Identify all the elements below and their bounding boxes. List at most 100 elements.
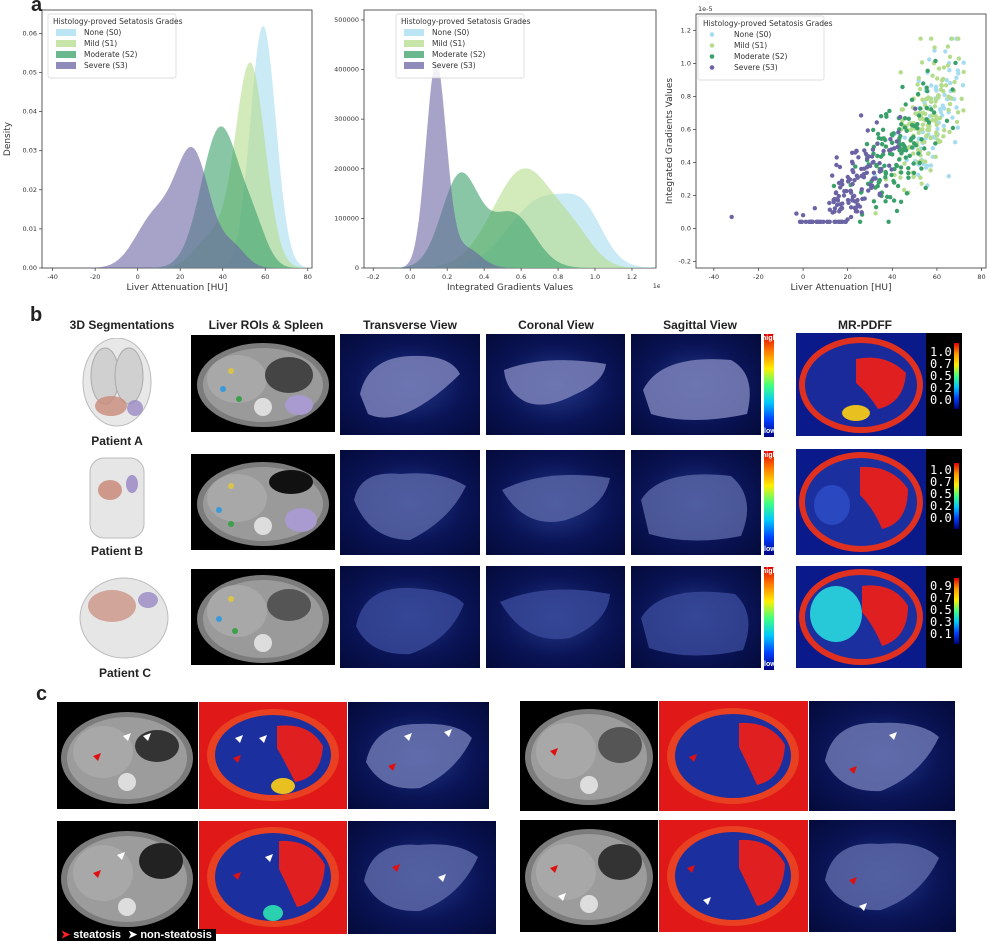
y-tick-label: 0.05 xyxy=(23,69,37,77)
legend-swatch xyxy=(404,29,424,36)
non-steatosis-legend-label: non-steatosis xyxy=(140,929,212,941)
segmentation-3d-patient-b xyxy=(89,457,145,539)
scatter-point xyxy=(916,151,921,156)
scatter-point xyxy=(898,175,903,180)
scatter-point xyxy=(869,154,875,159)
scatter-point xyxy=(869,185,874,190)
scatter-point xyxy=(915,91,921,97)
x-tick-label: -20 xyxy=(753,273,764,281)
scatter-point xyxy=(943,49,948,54)
legend-frame xyxy=(395,13,525,79)
scatter-point xyxy=(956,36,961,41)
transverse-view-patient-a xyxy=(340,334,480,435)
scatter-point xyxy=(933,86,938,92)
y-tick-label: 400000 xyxy=(334,66,359,74)
scatter-point xyxy=(837,164,843,170)
x-axis-label: Liver Attenuation [HU] xyxy=(127,283,228,293)
scatter-point xyxy=(852,178,857,183)
scatter-point xyxy=(883,175,888,180)
y-tick-label: 500000 xyxy=(334,16,359,24)
scatter-point xyxy=(902,135,907,140)
scatter-point xyxy=(915,126,920,131)
scatter-point xyxy=(834,155,839,160)
scatter-point xyxy=(924,117,929,122)
colorbar-low-label: low xyxy=(764,661,776,668)
scatter-point xyxy=(911,141,917,146)
legend-entry: Moderate (S2) xyxy=(734,52,788,61)
scatter-point xyxy=(875,141,880,146)
scatter-point xyxy=(947,101,953,107)
x-axis-label: Integrated Gradients Values xyxy=(447,283,573,293)
scatter-point xyxy=(936,66,942,71)
scatter-point xyxy=(904,128,909,133)
scatter-point xyxy=(856,155,861,160)
transverse-view-patient-b xyxy=(340,450,480,555)
scatter-point xyxy=(870,147,876,152)
scatter-point xyxy=(949,36,955,41)
y-tick-label: 0.03 xyxy=(23,147,37,155)
scatter-point xyxy=(825,219,830,224)
scatter-point xyxy=(909,97,915,103)
scatter-point xyxy=(899,122,904,127)
mr-pdff-scale-patient-a xyxy=(926,333,962,436)
scatter-point xyxy=(859,166,864,172)
scatter-point xyxy=(853,199,858,204)
legend-entry: Moderate (S2) xyxy=(432,50,486,59)
x-tick-label: 40 xyxy=(219,273,227,281)
scatter-point xyxy=(839,219,845,224)
scatter-point xyxy=(927,57,932,62)
ct-case-1 xyxy=(57,702,198,809)
scatter-point xyxy=(834,162,839,168)
scatter-point xyxy=(926,151,931,156)
y-multiplier: 1e-5 xyxy=(698,5,713,13)
x-tick-label: -20 xyxy=(90,273,101,281)
scatter-point xyxy=(874,163,879,169)
legend-entry: None (S0) xyxy=(84,28,121,37)
legend-entry: Moderate (S2) xyxy=(84,50,138,59)
colorbar-high-label: high xyxy=(762,335,777,342)
scatter-point xyxy=(903,102,908,107)
colorbar-patient-b xyxy=(764,451,774,555)
scatter-point xyxy=(928,163,934,168)
scatter-point xyxy=(883,199,888,204)
scatter-point xyxy=(929,36,934,41)
scatter-point xyxy=(923,185,928,191)
scatter-point xyxy=(884,183,889,188)
ct-roi-patient-b xyxy=(191,454,335,550)
scatter-point xyxy=(955,125,960,130)
scatter-point xyxy=(827,200,832,206)
legend-marker xyxy=(709,54,715,59)
scatter-point xyxy=(821,219,826,224)
scatter-point xyxy=(889,167,894,172)
y-tick-label: 0.6 xyxy=(681,125,691,133)
scatter-point xyxy=(808,219,814,224)
scatter-point xyxy=(911,161,916,166)
panel-label-b: b xyxy=(30,304,43,326)
scatter-point xyxy=(950,115,955,120)
y-tick-label: 0.06 xyxy=(23,29,37,37)
scatter-point xyxy=(924,133,929,138)
x-tick-label: 0.8 xyxy=(553,273,563,281)
x-tick-label: 0.0 xyxy=(405,273,415,281)
scatter-point xyxy=(815,219,820,224)
scatter-point xyxy=(939,78,945,83)
panel-label-c: c xyxy=(36,683,48,705)
y-tick-label: 200000 xyxy=(334,165,359,173)
scatter-point xyxy=(836,193,841,199)
scatter-point xyxy=(832,219,837,224)
legend-entry: None (S0) xyxy=(432,28,469,37)
scatter-point xyxy=(862,148,867,153)
scatter-point xyxy=(894,162,899,168)
x-tick-label: -40 xyxy=(47,273,58,281)
mr-pdff-patient-c xyxy=(796,566,926,668)
scatter-point xyxy=(902,125,908,130)
scatter-point xyxy=(932,110,937,115)
legend-frame xyxy=(47,13,177,79)
legend-swatch xyxy=(404,51,424,58)
scatter-point xyxy=(917,86,923,92)
ct-case-4 xyxy=(520,820,658,932)
scatter-point xyxy=(898,133,903,139)
scatter-point xyxy=(909,145,915,150)
scatter-point xyxy=(911,151,916,156)
scatter-point xyxy=(836,180,842,186)
